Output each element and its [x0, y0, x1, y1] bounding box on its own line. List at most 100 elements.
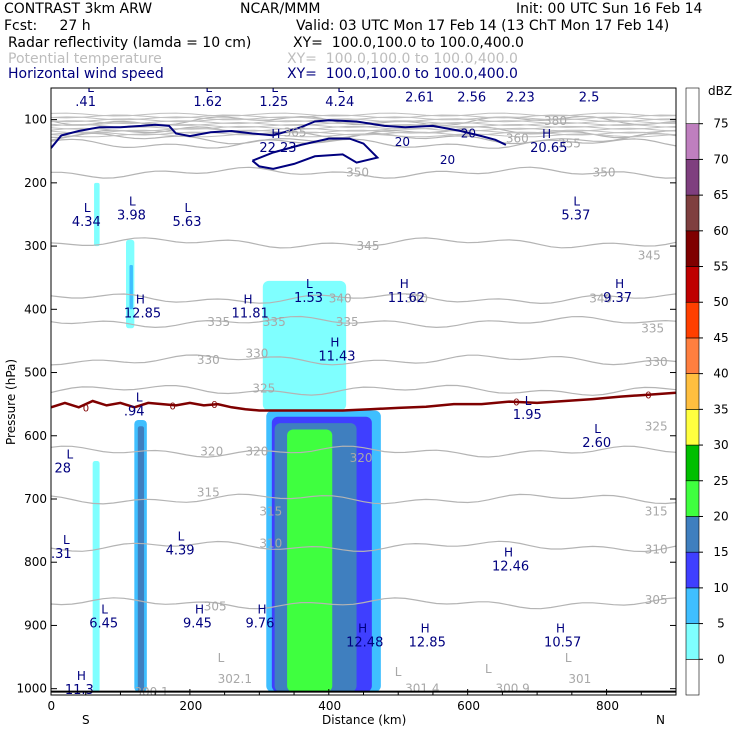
theta-label: 302.1 — [218, 672, 252, 686]
wind-extremum-type: L — [417, 76, 424, 90]
wind-extremum-value: 20.65 — [530, 141, 567, 156]
wind-contour-1 — [251, 137, 380, 170]
colorbar-swatch — [685, 658, 700, 696]
wind-contour-label: 20 — [395, 135, 410, 149]
wind-extremum-value: 1.62 — [193, 95, 222, 110]
colorbar-label: 15 — [713, 545, 728, 559]
wind-extremum-value: 6.45 — [89, 616, 118, 631]
theta-label: 335 — [207, 315, 230, 329]
x-tick-label: 200 — [179, 699, 202, 713]
wind-extremum-value: 2.60 — [582, 436, 611, 451]
colorbar-label: 20 — [713, 509, 728, 523]
wind-extremum-value: 1.95 — [513, 408, 542, 423]
theta-label: 305 — [204, 599, 227, 613]
wind-extremum-value: 5.63 — [173, 215, 202, 230]
colorbar-swatch — [685, 337, 700, 374]
theta-label: 355 — [558, 137, 581, 151]
colorbar-label: 25 — [713, 474, 728, 488]
wind-extremum-type: H — [358, 621, 367, 635]
theta-label: 345 — [357, 239, 380, 253]
theta-contour-335 — [51, 315, 676, 329]
colorbar-label: 0 — [717, 652, 725, 666]
theta-label: 350 — [593, 166, 616, 180]
colorbar-label: 50 — [713, 295, 728, 309]
colorbar-swatch — [685, 551, 700, 589]
plot-area: 380 365 360 355 350 350 345 345 340 340 340 335 335 3… — [51, 76, 676, 698]
wind-extremum-value: 11.81 — [232, 307, 269, 322]
wind-extremum-type: H — [136, 293, 145, 307]
theta-contour-upper — [51, 129, 676, 134]
wind-extremum-value: 28 — [54, 462, 71, 477]
theta-contour-325 — [51, 384, 676, 396]
theta-label: 300.9 — [495, 682, 529, 696]
theta-label: 301 — [568, 672, 591, 686]
colorbar-swatch — [685, 373, 700, 410]
wind-extremum-value: 12.85 — [124, 307, 161, 322]
theta-contour-350 — [51, 166, 676, 179]
wind-extremum-type: L — [205, 81, 212, 95]
colorbar-units: dBZ — [708, 84, 732, 98]
theta-label: 315 — [259, 505, 282, 519]
reflectivity-cell-9 — [287, 429, 333, 692]
colorbar-label: 5 — [717, 617, 725, 631]
wind-extremum-value: 4.34 — [72, 215, 101, 230]
wind-extremum-type: L — [591, 76, 598, 90]
reflectivity-cell-5 — [92, 461, 100, 692]
wind-extremum-value: 2.61 — [405, 90, 434, 105]
theta-contour-345 — [51, 237, 676, 249]
header-init: Init: 00 UTC Sun 16 Feb 14 — [516, 1, 703, 17]
field-2-range: XY= 100.0,100.0 to 100.0,400.0 — [287, 51, 518, 67]
theta-contour-330 — [51, 354, 676, 366]
field-2-name: Potential temperature — [8, 51, 162, 67]
wind-extremum-value: 12.46 — [492, 560, 529, 575]
colorbar-label: 60 — [713, 224, 728, 238]
colorbar-swatch — [685, 444, 700, 482]
theta-contour-upper — [51, 114, 676, 119]
zero-line-label: 0 — [211, 400, 217, 411]
theta-label: 325 — [252, 381, 275, 395]
colorbar-swatch — [685, 409, 700, 446]
field-3-name: Horizontal wind speed — [8, 66, 164, 82]
theta-label: 340 — [329, 292, 352, 306]
wind-extremum-value: 4.39 — [166, 544, 195, 559]
theta-extremum: L — [218, 651, 225, 665]
colorbar-swatch — [685, 516, 700, 553]
wind-extremum-type: L — [87, 81, 94, 95]
y-tick-label: 400 — [24, 302, 47, 316]
colorbar-swatch — [685, 587, 700, 624]
wind-extremum-value: 2.56 — [457, 90, 486, 105]
theta-label: 330 — [197, 353, 220, 367]
wind-extremum-value: 5.37 — [561, 209, 590, 224]
wind-contour-label: 20 — [461, 126, 476, 140]
wind-extremum-type: L — [525, 394, 532, 408]
colorbar-swatch — [685, 623, 700, 660]
colorbar-label: 75 — [713, 117, 728, 131]
colorbar-label: 65 — [713, 188, 728, 202]
theta-extremum: L — [485, 662, 492, 676]
theta-contour-365 — [51, 126, 676, 139]
header-model: CONTRAST 3km ARW — [4, 1, 152, 17]
theta-label: 310 — [259, 536, 282, 550]
wind-extremum-value: 11.3 — [65, 683, 94, 698]
theta-label: 345 — [638, 249, 661, 263]
wind-extremum-value: 9.45 — [183, 616, 212, 631]
theta-label: 310 — [645, 543, 668, 557]
wind-extremum-value: 12.85 — [409, 635, 446, 650]
wind-extremum-value: 1.53 — [294, 291, 323, 306]
theta-extremum: L — [395, 665, 402, 679]
header-fcst: Fcst: 27 h — [4, 18, 91, 34]
header-valid: Valid: 03 UTC Mon 17 Feb 14 (13 ChT Mon … — [296, 18, 669, 34]
colorbar-swatch — [685, 266, 700, 303]
wind-extremum-type: H — [244, 293, 253, 307]
wind-extremum-type: L — [337, 81, 344, 95]
wind-extremum-value: 1.25 — [259, 95, 288, 110]
field-1-range: XY= 100.0,100.0 to 100.0,400.0 — [293, 35, 524, 51]
wind-extremum-type: H — [400, 277, 409, 291]
wind-extremum-type: L — [66, 448, 73, 462]
wind-extremum-value: 11.43 — [318, 350, 355, 365]
field-1-name: Radar reflectivity (lamda = 10 cm) — [8, 35, 251, 51]
y-tick-label: 600 — [24, 429, 47, 443]
wind-extremum-value: 2.23 — [506, 90, 535, 105]
wind-extremum-type: L — [518, 76, 525, 90]
